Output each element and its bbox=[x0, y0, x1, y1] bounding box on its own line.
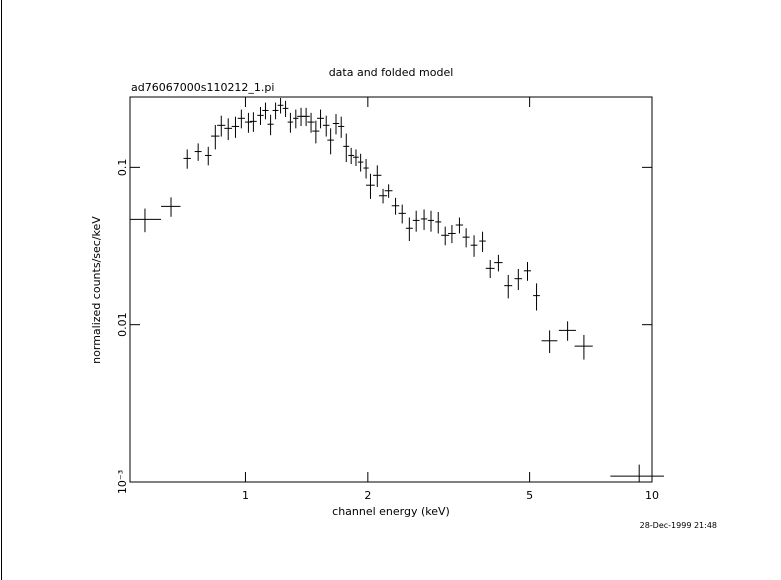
plot-frame bbox=[129, 96, 653, 483]
y-axis-label: normalized counts/sec/keV bbox=[90, 216, 103, 364]
chart-subtitle: ad76067000s110212_1.pi bbox=[131, 81, 274, 94]
x-tick-label: 1 bbox=[242, 489, 249, 502]
y-tick-label: 0.1 bbox=[116, 159, 129, 177]
x-tick-label: 5 bbox=[526, 489, 533, 502]
timestamp: 28-Dec-1999 21:48 bbox=[640, 521, 717, 530]
x-tick-label: 10 bbox=[645, 489, 659, 502]
y-tick-label: 0.01 bbox=[116, 312, 129, 337]
x-tick-label: 2 bbox=[364, 489, 371, 502]
chart-title: data and folded model bbox=[329, 66, 454, 79]
y-tick-label: 10⁻³ bbox=[116, 470, 129, 494]
x-axis-label: channel energy (keV) bbox=[332, 505, 450, 518]
